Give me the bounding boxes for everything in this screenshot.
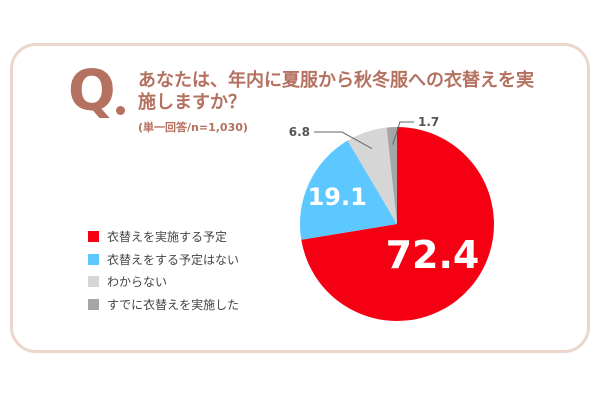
q-mark-dot (116, 106, 125, 115)
legend-swatch (88, 276, 99, 288)
pie-slice (347, 127, 397, 224)
q-mark: Q (68, 59, 116, 124)
data-label: 72.4 (386, 233, 480, 277)
pie-slice (301, 127, 494, 321)
legend-item: すでに衣替えを実施した (88, 294, 239, 315)
legend-swatch (88, 253, 99, 265)
legend-swatch (88, 298, 99, 310)
leader-line (392, 121, 414, 145)
card-frame (10, 43, 590, 353)
legend-swatch (88, 231, 99, 242)
legend-label: すでに衣替えを実施した (107, 297, 240, 312)
legend-label: わからない (107, 275, 168, 290)
legend-item: わからない (88, 271, 239, 292)
legend-item: 衣替えをする予定はない (88, 249, 239, 270)
legend-label: 衣替えをする予定はない (107, 252, 240, 267)
leader-line (314, 131, 373, 149)
pie-slice (299, 140, 397, 240)
legend-label: 衣替えを実施する予定 (107, 230, 228, 244)
legend-item: 衣替えを実施する予定 (88, 226, 239, 247)
data-label: 19.1 (308, 183, 367, 211)
legend: 衣替えを実施する予定 衣替えをする予定はない わからない すでに衣替えを実施した (88, 226, 239, 316)
question-text: あなたは、年内に夏服から秋冬服への衣替えを実施しますか？ (138, 70, 534, 113)
data-label: 6.8 (289, 125, 310, 139)
pie-slice (386, 127, 397, 224)
data-label: 1.7 (418, 115, 439, 129)
sample-size: (単一回答/n=1,030) (138, 121, 248, 134)
